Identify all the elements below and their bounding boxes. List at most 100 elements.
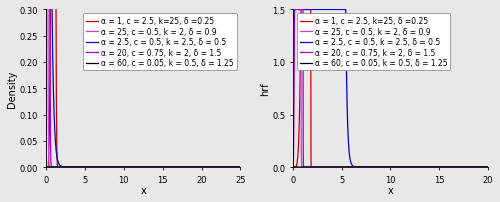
α = 60, c = 0.05, k = 0.5, δ = 1.25 xyxy=(300,166,306,168)
α = 25, c = 0.5, k = 2, δ = 0.9 xyxy=(53,166,59,168)
α = 60, c = 0.05, k = 0.5, δ = 1.25 xyxy=(292,166,298,168)
α = 25, c = 0.5, k = 2, δ = 0.9 xyxy=(479,166,485,168)
α = 2.5, c = 0.5, k = 2.5, δ = 0.5 xyxy=(290,9,296,12)
α = 1, c = 2.5, k=25, δ =0.25 xyxy=(380,166,386,168)
α = 25, c = 0.5, k = 2, δ = 0.9 xyxy=(232,166,238,168)
α = 60, c = 0.05, k = 0.5, δ = 1.25 xyxy=(380,166,386,168)
X-axis label: x: x xyxy=(388,185,394,195)
α = 25, c = 0.5, k = 2, δ = 0.9 xyxy=(79,166,85,168)
Line: α = 20, c = 0.75, k = 2, δ = 1.5: α = 20, c = 0.75, k = 2, δ = 1.5 xyxy=(46,0,240,167)
α = 20, c = 0.75, k = 2, δ = 1.5 xyxy=(290,165,296,167)
α = 1, c = 2.5, k=25, δ =0.25 xyxy=(485,166,491,168)
α = 2.5, c = 0.5, k = 2.5, δ = 0.5 xyxy=(196,166,202,168)
Line: α = 2.5, c = 0.5, k = 2.5, δ = 0.5: α = 2.5, c = 0.5, k = 2.5, δ = 0.5 xyxy=(46,0,240,167)
α = 2.5, c = 0.5, k = 2.5, δ = 0.5 xyxy=(444,166,450,168)
α = 20, c = 0.75, k = 2, δ = 1.5 xyxy=(480,166,486,168)
α = 1, c = 2.5, k=25, δ =0.25 xyxy=(232,166,238,168)
Line: α = 1, c = 2.5, k=25, δ =0.25: α = 1, c = 2.5, k=25, δ =0.25 xyxy=(46,0,240,167)
α = 20, c = 0.75, k = 2, δ = 1.5 xyxy=(232,166,238,168)
α = 60, c = 0.05, k = 0.5, δ = 1.25 xyxy=(53,166,59,168)
α = 2.5, c = 0.5, k = 2.5, δ = 0.5 xyxy=(385,166,391,168)
α = 20, c = 0.75, k = 2, δ = 1.5 xyxy=(138,166,143,168)
α = 2.5, c = 0.5, k = 2.5, δ = 0.5 xyxy=(485,166,491,168)
α = 25, c = 0.5, k = 2, δ = 0.9 xyxy=(138,166,143,168)
α = 1, c = 2.5, k=25, δ =0.25 xyxy=(232,166,238,168)
α = 60, c = 0.05, k = 0.5, δ = 1.25 xyxy=(232,166,238,168)
α = 2.5, c = 0.5, k = 2.5, δ = 0.5 xyxy=(232,166,238,168)
α = 1, c = 2.5, k=25, δ =0.25 xyxy=(66,166,72,168)
α = 2.5, c = 0.5, k = 2.5, δ = 0.5 xyxy=(132,166,138,168)
α = 1, c = 2.5, k=25, δ =0.25 xyxy=(238,166,244,168)
α = 60, c = 0.05, k = 0.5, δ = 1.25 xyxy=(480,166,486,168)
α = 1, c = 2.5, k=25, δ =0.25 xyxy=(320,166,326,168)
Y-axis label: Density: Density xyxy=(7,70,17,107)
α = 1, c = 2.5, k=25, δ =0.25 xyxy=(444,166,450,168)
α = 25, c = 0.5, k = 2, δ = 0.9 xyxy=(336,166,342,168)
α = 60, c = 0.05, k = 0.5, δ = 1.25 xyxy=(138,166,143,168)
α = 2.5, c = 0.5, k = 2.5, δ = 0.5 xyxy=(300,9,306,12)
α = 20, c = 0.75, k = 2, δ = 1.5 xyxy=(53,166,59,168)
α = 25, c = 0.5, k = 2, δ = 0.9 xyxy=(480,166,486,168)
Legend: α = 1, c = 2.5, k=25, δ =0.25, α = 25, c = 0.5, k = 2, δ = 0.9, α = 2.5, c = 0.5: α = 1, c = 2.5, k=25, δ =0.25, α = 25, c… xyxy=(84,14,236,71)
Y-axis label: hrf: hrf xyxy=(260,82,270,96)
α = 20, c = 0.75, k = 2, δ = 1.5 xyxy=(292,9,298,12)
α = 25, c = 0.5, k = 2, δ = 0.9 xyxy=(238,166,244,168)
α = 2.5, c = 0.5, k = 2.5, δ = 0.5 xyxy=(138,166,143,168)
α = 25, c = 0.5, k = 2, δ = 0.9 xyxy=(300,166,306,168)
α = 1, c = 2.5, k=25, δ =0.25 xyxy=(132,166,138,168)
α = 25, c = 0.5, k = 2, δ = 0.9 xyxy=(380,166,386,168)
α = 60, c = 0.05, k = 0.5, δ = 1.25 xyxy=(238,166,244,168)
α = 60, c = 0.05, k = 0.5, δ = 1.25 xyxy=(290,166,296,168)
α = 60, c = 0.05, k = 0.5, δ = 1.25 xyxy=(44,166,50,168)
α = 20, c = 0.75, k = 2, δ = 1.5 xyxy=(132,166,138,168)
α = 1, c = 2.5, k=25, δ =0.25 xyxy=(138,166,143,168)
α = 25, c = 0.5, k = 2, δ = 0.9 xyxy=(232,166,238,168)
Legend: α = 1, c = 2.5, k=25, δ =0.25, α = 25, c = 0.5, k = 2, δ = 0.9, α = 2.5, c = 0.5: α = 1, c = 2.5, k=25, δ =0.25, α = 25, c… xyxy=(297,14,450,71)
α = 1, c = 2.5, k=25, δ =0.25 xyxy=(298,9,304,12)
α = 2.5, c = 0.5, k = 2.5, δ = 0.5 xyxy=(380,166,386,168)
α = 60, c = 0.05, k = 0.5, δ = 1.25 xyxy=(444,166,450,168)
α = 20, c = 0.75, k = 2, δ = 1.5 xyxy=(66,166,71,168)
α = 2.5, c = 0.5, k = 2.5, δ = 0.5 xyxy=(232,166,238,168)
α = 20, c = 0.75, k = 2, δ = 1.5 xyxy=(444,166,450,168)
α = 20, c = 0.75, k = 2, δ = 1.5 xyxy=(385,166,391,168)
α = 2.5, c = 0.5, k = 2.5, δ = 0.5 xyxy=(290,20,296,22)
α = 20, c = 0.75, k = 2, δ = 1.5 xyxy=(238,166,244,168)
α = 1, c = 2.5, k=25, δ =0.25 xyxy=(290,166,296,168)
α = 1, c = 2.5, k=25, δ =0.25 xyxy=(385,166,391,168)
α = 2.5, c = 0.5, k = 2.5, δ = 0.5 xyxy=(480,166,486,168)
α = 2.5, c = 0.5, k = 2.5, δ = 0.5 xyxy=(479,166,485,168)
α = 1, c = 2.5, k=25, δ =0.25 xyxy=(300,9,306,12)
α = 60, c = 0.05, k = 0.5, δ = 1.25 xyxy=(385,166,391,168)
α = 20, c = 0.75, k = 2, δ = 1.5 xyxy=(232,166,238,168)
Line: α = 20, c = 0.75, k = 2, δ = 1.5: α = 20, c = 0.75, k = 2, δ = 1.5 xyxy=(294,10,488,167)
α = 1, c = 2.5, k=25, δ =0.25 xyxy=(480,166,486,168)
α = 60, c = 0.05, k = 0.5, δ = 1.25 xyxy=(479,166,485,168)
α = 20, c = 0.75, k = 2, δ = 1.5 xyxy=(485,166,491,168)
Line: α = 25, c = 0.5, k = 2, δ = 0.9: α = 25, c = 0.5, k = 2, δ = 0.9 xyxy=(46,0,240,167)
α = 25, c = 0.5, k = 2, δ = 0.9 xyxy=(196,166,202,168)
α = 2.5, c = 0.5, k = 2.5, δ = 0.5 xyxy=(238,166,244,168)
α = 2.5, c = 0.5, k = 2.5, δ = 0.5 xyxy=(53,148,59,150)
α = 25, c = 0.5, k = 2, δ = 0.9 xyxy=(290,9,296,12)
α = 1, c = 2.5, k=25, δ =0.25 xyxy=(43,166,49,168)
Line: α = 25, c = 0.5, k = 2, δ = 0.9: α = 25, c = 0.5, k = 2, δ = 0.9 xyxy=(294,10,488,167)
α = 60, c = 0.05, k = 0.5, δ = 1.25 xyxy=(232,166,238,168)
α = 20, c = 0.75, k = 2, δ = 1.5 xyxy=(196,166,202,168)
α = 60, c = 0.05, k = 0.5, δ = 1.25 xyxy=(43,166,49,168)
α = 20, c = 0.75, k = 2, δ = 1.5 xyxy=(318,166,324,168)
α = 60, c = 0.05, k = 0.5, δ = 1.25 xyxy=(196,166,202,168)
α = 20, c = 0.75, k = 2, δ = 1.5 xyxy=(480,166,486,168)
Line: α = 1, c = 2.5, k=25, δ =0.25: α = 1, c = 2.5, k=25, δ =0.25 xyxy=(294,10,488,167)
α = 60, c = 0.05, k = 0.5, δ = 1.25 xyxy=(132,166,138,168)
α = 1, c = 2.5, k=25, δ =0.25 xyxy=(196,166,202,168)
Line: α = 2.5, c = 0.5, k = 2.5, δ = 0.5: α = 2.5, c = 0.5, k = 2.5, δ = 0.5 xyxy=(294,10,488,167)
α = 20, c = 0.75, k = 2, δ = 1.5 xyxy=(300,157,306,159)
α = 1, c = 2.5, k=25, δ =0.25 xyxy=(480,166,486,168)
α = 25, c = 0.5, k = 2, δ = 0.9 xyxy=(444,166,450,168)
α = 25, c = 0.5, k = 2, δ = 0.9 xyxy=(132,166,138,168)
α = 20, c = 0.75, k = 2, δ = 1.5 xyxy=(380,166,386,168)
α = 25, c = 0.5, k = 2, δ = 0.9 xyxy=(385,166,391,168)
X-axis label: x: x xyxy=(140,185,146,195)
α = 25, c = 0.5, k = 2, δ = 0.9 xyxy=(485,166,491,168)
